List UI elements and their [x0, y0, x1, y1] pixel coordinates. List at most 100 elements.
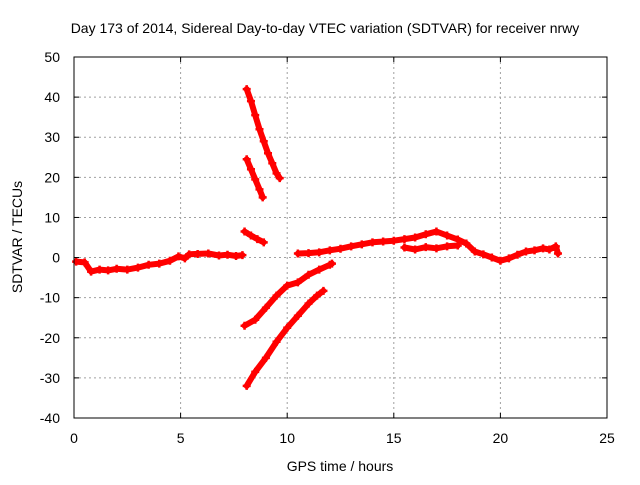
- data-point: [246, 231, 255, 240]
- data-point: [104, 266, 113, 275]
- data-point: [275, 174, 284, 183]
- y-tick-label: 0: [52, 250, 60, 266]
- data-point: [304, 270, 313, 279]
- series-arc-mid: [240, 227, 268, 247]
- series-arc-upper-2: [242, 155, 267, 202]
- data-point: [315, 265, 324, 274]
- data-point: [293, 278, 302, 287]
- x-tick-label: 10: [279, 430, 295, 446]
- data-point: [315, 248, 324, 257]
- data-point: [185, 250, 194, 259]
- data-point: [80, 258, 89, 267]
- data-point: [400, 243, 409, 252]
- data-point: [261, 353, 270, 362]
- y-tick-label: 40: [44, 89, 60, 105]
- y-tick-label: -20: [40, 330, 60, 346]
- data-point: [95, 265, 104, 274]
- data-point: [327, 259, 336, 268]
- data-point: [319, 286, 328, 295]
- x-tick-label: 20: [493, 430, 509, 446]
- data-point: [242, 381, 251, 390]
- data-point: [214, 251, 223, 260]
- data-point: [479, 250, 488, 259]
- data-point: [259, 137, 268, 146]
- series-branch-a: [400, 241, 462, 254]
- series-trace: [241, 260, 335, 329]
- data-point: [336, 244, 345, 253]
- data-point: [72, 257, 81, 266]
- data-point: [553, 249, 562, 258]
- data-point: [246, 165, 255, 174]
- data-point: [357, 240, 366, 249]
- x-tick-label: 25: [599, 430, 615, 446]
- data-point: [242, 155, 251, 164]
- data-point: [251, 175, 260, 184]
- data-point: [453, 241, 462, 250]
- y-tick-label: -30: [40, 370, 60, 386]
- grid-layer: [74, 57, 607, 418]
- data-point: [496, 256, 505, 265]
- x-tick-label: 15: [386, 430, 402, 446]
- data-point: [283, 281, 292, 290]
- data-point: [504, 254, 513, 263]
- x-axis-label: GPS time / hours: [287, 458, 394, 474]
- y-tick-label: 10: [44, 209, 60, 225]
- data-point: [165, 256, 174, 265]
- data-point: [313, 291, 322, 300]
- data-point: [261, 303, 270, 312]
- data-point: [521, 247, 530, 256]
- data-point: [421, 230, 430, 239]
- data-point: [242, 85, 251, 94]
- data-point: [487, 253, 496, 262]
- data-point: [259, 238, 268, 247]
- data-point: [251, 367, 260, 376]
- data-point: [87, 267, 96, 276]
- x-tick-label: 0: [70, 430, 78, 446]
- y-axis-label: SDTVAR / TECUs: [9, 181, 25, 293]
- data-point: [443, 242, 452, 251]
- series-main-track-early: [72, 249, 247, 276]
- data-point: [193, 249, 202, 258]
- series-arc-lower-1: [240, 259, 336, 330]
- data-point: [545, 245, 554, 254]
- data-series-layer: [72, 85, 562, 390]
- y-tick-label: -10: [40, 290, 60, 306]
- data-point: [272, 169, 281, 178]
- data-point: [246, 97, 255, 106]
- data-point: [347, 242, 356, 251]
- y-tick-label: 20: [44, 169, 60, 185]
- data-point: [258, 193, 267, 202]
- series-main-track-late: [293, 227, 562, 265]
- y-tick-label: 50: [44, 49, 60, 65]
- data-point: [144, 260, 153, 269]
- data-point: [530, 246, 539, 255]
- data-point: [272, 291, 281, 300]
- data-point: [379, 237, 388, 246]
- plot-frame: [73, 56, 608, 419]
- data-point: [238, 251, 247, 260]
- chart-title: Day 173 of 2014, Sidereal Day-to-day VTE…: [71, 20, 580, 36]
- data-point: [432, 227, 441, 236]
- data-point: [421, 243, 430, 252]
- data-point: [432, 244, 441, 253]
- data-point: [264, 149, 273, 158]
- data-point: [411, 233, 420, 242]
- data-point: [255, 125, 264, 134]
- data-point: [283, 323, 292, 332]
- data-point: [133, 263, 142, 272]
- data-point: [470, 247, 479, 256]
- data-point: [293, 311, 302, 320]
- data-point: [551, 242, 560, 251]
- data-point: [272, 337, 281, 346]
- data-point: [253, 235, 262, 244]
- data-point: [400, 235, 409, 244]
- data-point: [368, 238, 377, 247]
- y-tick-label: -40: [40, 410, 60, 426]
- data-point: [513, 250, 522, 259]
- data-point: [443, 231, 452, 240]
- data-point: [251, 111, 260, 120]
- y-tick-label: 30: [44, 129, 60, 145]
- data-point: [293, 249, 302, 258]
- data-point: [240, 321, 249, 330]
